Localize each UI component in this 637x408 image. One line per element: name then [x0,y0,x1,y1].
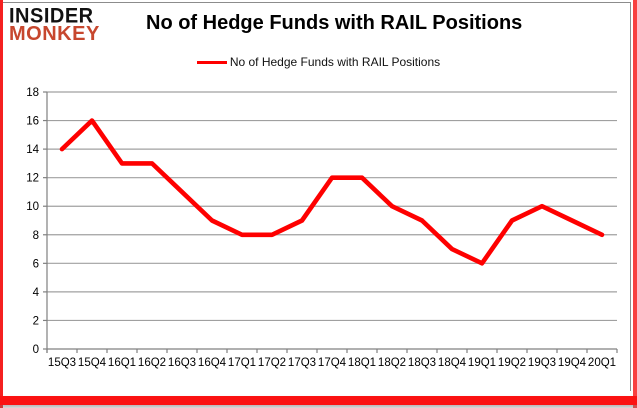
x-axis-tick-label: 16Q2 [138,357,166,369]
x-axis-tick-label: 20Q1 [588,357,616,369]
x-axis-tick-label: 16Q1 [108,357,136,369]
x-axis-tick-label: 16Q4 [198,357,227,369]
x-axis-tick-label: 15Q3 [48,357,76,369]
insider-monkey-logo: INSIDER MONKEY [9,4,100,46]
series-line-hedge-funds [59,118,605,266]
y-axis-tick-label: 4 [33,287,40,299]
x-axis-tick-label: 15Q4 [78,357,107,369]
y-axis-tick-label: 8 [33,230,39,242]
logo-line-monkey: MONKEY [9,23,100,46]
x-axis-tick-label: 19Q1 [468,357,496,369]
x-axis-tick-label: 16Q3 [168,357,196,369]
x-axis-tick-label: 17Q2 [258,357,286,369]
x-axis-tick-label: 19Q4 [558,357,587,369]
chart-title: No of Hedge Funds with RAIL Positions [146,12,523,34]
legend-label: No of Hedge Funds with RAIL Positions [229,55,441,69]
y-axis-tick-label: 16 [26,116,39,128]
y-axis-tick-label: 14 [26,144,39,156]
x-axis-tick-label: 19Q3 [528,357,556,369]
y-axis-tick-label: 10 [26,201,39,213]
page-frame-bottom [0,396,637,405]
x-axis-tick-label: 18Q4 [438,357,467,369]
x-axis-tick-label: 17Q3 [288,357,316,369]
chart-legend: No of Hedge Funds with RAIL Positions [0,55,637,69]
legend-line-swatch [196,60,227,64]
y-axis-tick-label: 0 [33,344,39,356]
logo-line-insider: INSIDER [9,4,94,28]
y-axis-tick-label: 12 [26,173,39,185]
y-axis-tick-label: 6 [33,258,39,270]
x-axis-tick-label: 17Q1 [228,357,256,369]
x-axis-tick-label: 18Q1 [348,357,376,369]
x-axis-tick-label: 18Q2 [378,357,406,369]
x-axis-tick-label: 19Q2 [498,357,526,369]
page-frame-right [633,0,637,408]
y-axis-tick-label: 18 [26,87,39,99]
x-axis-tick-label: 17Q4 [318,357,347,369]
y-axis-tick-label: 2 [33,315,39,327]
page-frame-left [0,0,3,408]
x-axis-tick-label: 18Q3 [408,357,436,369]
